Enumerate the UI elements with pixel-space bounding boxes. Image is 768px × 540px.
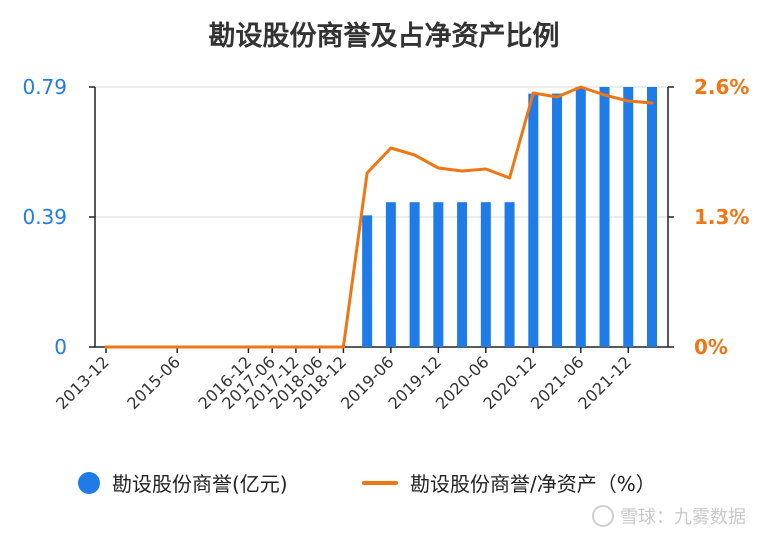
line-point [414,154,416,156]
bar [528,93,539,347]
line-point [342,346,344,348]
bar [552,93,563,347]
legend-marker-line-icon [362,480,398,485]
line-point [485,168,487,170]
line-point [105,346,107,348]
bar [480,202,491,347]
bar [433,202,444,347]
bar [504,202,515,347]
line-point [247,346,249,348]
line-point [580,86,582,88]
line-series-ratio [104,85,654,349]
y-right-tick-label: 0% [694,335,728,359]
legend-item-goodwill[interactable]: 勘设股份商誉(亿元) [78,468,288,497]
x-tick-label: 2021-12 [574,352,635,413]
bar [409,202,420,347]
line-point [651,102,653,104]
y-left-tick-label: 0.39 [22,205,67,229]
line-point [509,177,511,179]
line-point [366,172,368,174]
line-point [319,346,321,348]
bar [575,87,586,347]
line-point [295,346,297,348]
line-point [200,346,202,348]
y-right-tick-label: 2.6% [694,75,749,99]
line-point [152,346,154,348]
line-point [627,100,629,102]
line-point [604,94,606,96]
line-point [437,167,439,169]
chart-title: 勘设股份商誉及占净资产比例 [208,21,560,52]
bar [623,87,634,347]
line-point [390,147,392,149]
bar [457,202,468,347]
watermark: 雪球：九雾数据 [592,503,746,529]
x-tick-label: 2015-06 [123,352,184,413]
line-point [129,346,131,348]
legend-label-ratio: 勘设股份商誉/净资产（%） [410,472,656,496]
y-left-tick-label: 0 [54,335,67,359]
legend-marker-circle-icon [78,471,100,494]
line-point [461,170,463,172]
line-point [176,346,178,348]
snowball-logo-icon [592,505,614,527]
y-left-tick-label: 0.79 [22,75,67,99]
bar [362,215,373,347]
line-point [556,96,558,98]
bar [599,87,610,347]
watermark-text: 雪球：九雾数据 [620,507,746,528]
line-point [271,346,273,348]
legend-label-goodwill: 勘设股份商誉(亿元) [112,472,288,496]
bar [385,202,396,347]
bar [647,87,657,347]
line-point [532,92,534,94]
line-point [224,346,226,348]
y-right-tick-label: 1.3% [694,205,749,229]
legend-item-ratio[interactable]: 勘设股份商誉/净资产（%） [362,468,656,497]
x-tick-label: 2013-12 [52,352,113,413]
